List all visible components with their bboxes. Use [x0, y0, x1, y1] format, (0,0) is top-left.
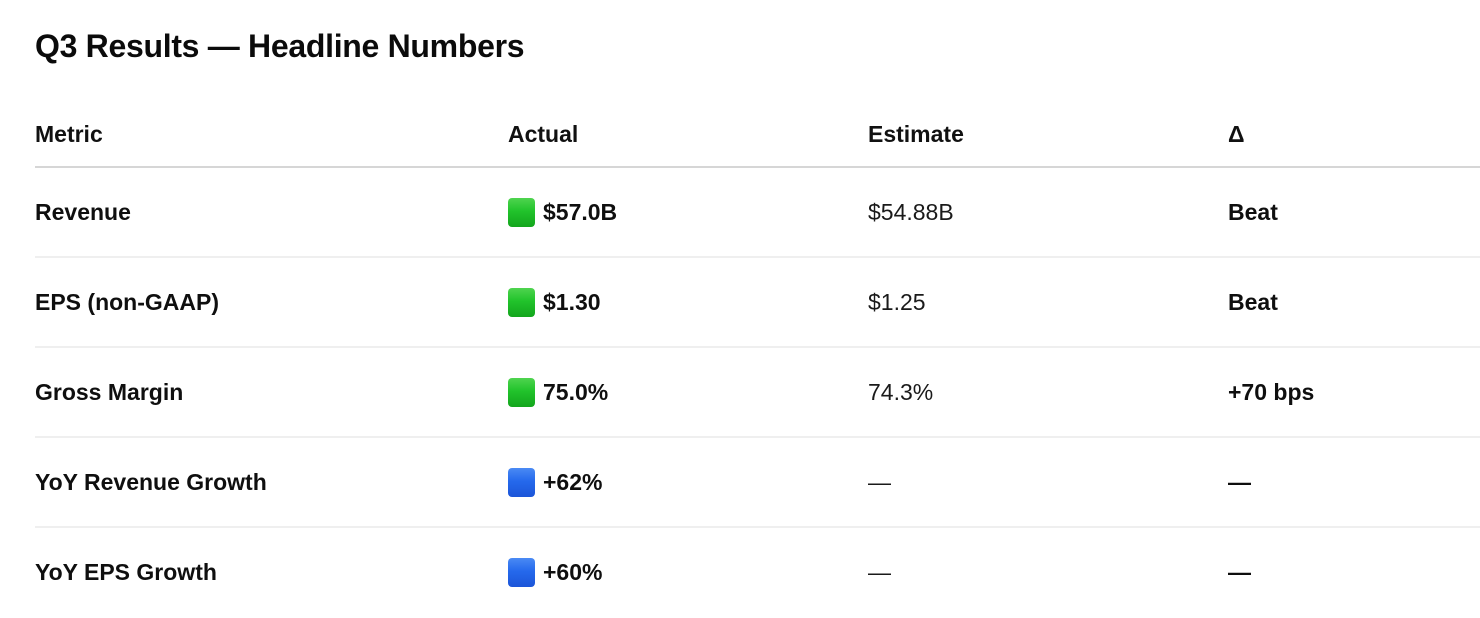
- results-table: Metric Actual Estimate Δ Revenue $57.0B …: [35, 66, 1480, 616]
- estimate-cell: —: [868, 558, 891, 585]
- status-square-icon: [508, 467, 535, 497]
- table-row: Gross Margin 75.0% 74.3% +70 bps: [35, 348, 1480, 438]
- actual-value: +60%: [543, 558, 603, 585]
- actual-value: 75.0%: [543, 378, 609, 405]
- delta-cell: Beat: [1228, 288, 1278, 315]
- delta-cell: —: [1228, 468, 1251, 495]
- status-square-icon: [508, 557, 535, 587]
- table-header-row: Metric Actual Estimate Δ: [35, 66, 1480, 168]
- delta-cell: +70 bps: [1228, 378, 1315, 405]
- table-body: Revenue $57.0B $54.88B Beat EPS (non-GAA…: [35, 168, 1480, 616]
- estimate-cell: $54.88B: [868, 198, 954, 225]
- table-row: Revenue $57.0B $54.88B Beat: [35, 168, 1480, 258]
- metric-cell: Revenue: [35, 198, 131, 225]
- estimate-cell: 74.3%: [868, 378, 934, 405]
- delta-cell: —: [1228, 558, 1251, 585]
- column-header-actual: Actual: [508, 121, 579, 147]
- estimate-cell: —: [868, 468, 891, 495]
- page: Q3 Results — Headline Numbers Metric Act…: [0, 26, 1480, 618]
- page-title: Q3 Results — Headline Numbers: [35, 28, 525, 64]
- table-row: YoY Revenue Growth +62% — —: [35, 438, 1480, 528]
- status-square-icon: [508, 197, 535, 227]
- column-header-estimate: Estimate: [868, 121, 964, 147]
- metric-cell: YoY EPS Growth: [35, 558, 217, 585]
- status-square-icon: [508, 377, 535, 407]
- actual-value: $57.0B: [543, 198, 618, 225]
- actual-cell: $57.0B: [508, 197, 868, 227]
- column-header-metric: Metric: [35, 121, 103, 147]
- table-row: YoY EPS Growth +60% — —: [35, 528, 1480, 616]
- column-header-delta: Δ: [1228, 121, 1245, 147]
- metric-cell: EPS (non-GAAP): [35, 288, 219, 315]
- delta-cell: Beat: [1228, 198, 1278, 225]
- actual-value: $1.30: [543, 288, 601, 315]
- metric-cell: Gross Margin: [35, 378, 184, 405]
- status-square-icon: [508, 287, 535, 317]
- actual-value: +62%: [543, 468, 603, 495]
- actual-cell: 75.0%: [508, 377, 868, 407]
- estimate-cell: $1.25: [868, 288, 926, 315]
- actual-cell: +60%: [508, 557, 868, 587]
- actual-cell: +62%: [508, 467, 868, 497]
- actual-cell: $1.30: [508, 287, 868, 317]
- metric-cell: YoY Revenue Growth: [35, 468, 267, 495]
- table-row: EPS (non-GAAP) $1.30 $1.25 Beat: [35, 258, 1480, 348]
